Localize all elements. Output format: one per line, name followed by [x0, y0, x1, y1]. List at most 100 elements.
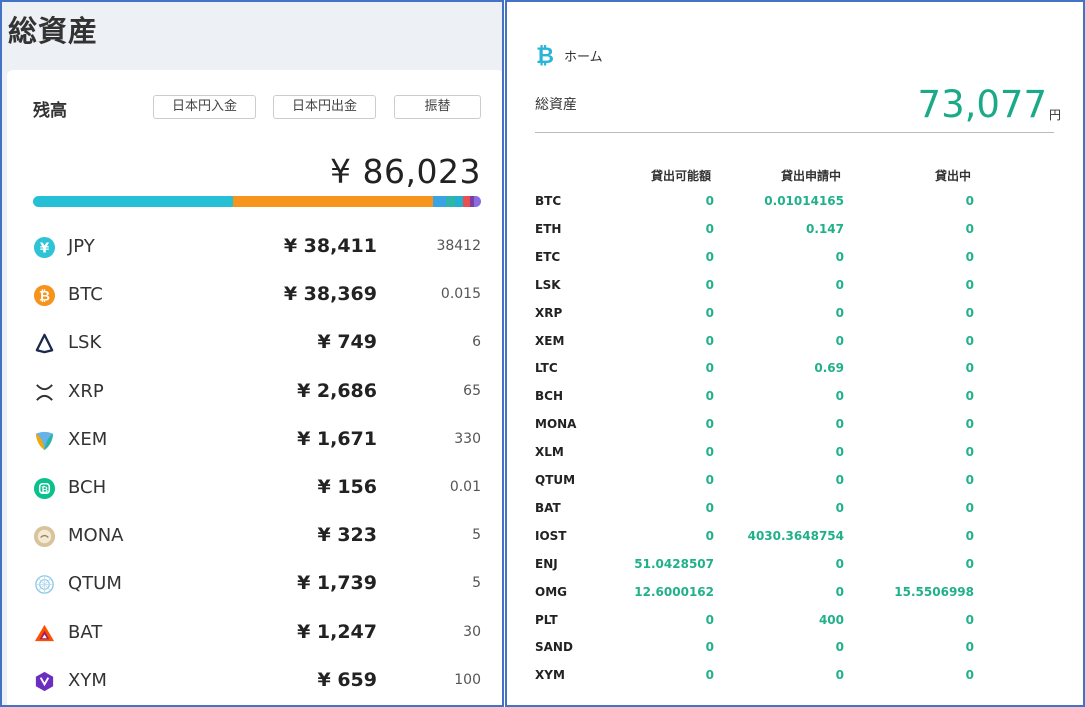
- row-available: 0: [705, 389, 714, 404]
- lisk-icon: [33, 332, 56, 355]
- allocation-segment: [233, 196, 433, 207]
- asset-row-xem[interactable]: XEM ¥ 1,671 330: [33, 426, 481, 456]
- allocation-segment: [33, 196, 234, 207]
- row-symbol: QTUM: [535, 473, 576, 487]
- row-symbol: XLM: [535, 445, 564, 460]
- row-lending: 0: [965, 361, 974, 376]
- asset-jpy-value: ¥ 749: [317, 331, 378, 354]
- allocation-segment: [432, 196, 446, 207]
- asset-row-bat[interactable]: BAT ¥ 1,247 30: [33, 619, 481, 649]
- row-lending: 0: [965, 556, 974, 571]
- bitcoin-icon: ₿: [33, 284, 56, 307]
- table-row: XYM 0 0 0: [535, 668, 975, 688]
- total-balance: ¥ 86,023: [330, 152, 481, 191]
- row-requested: 0: [835, 445, 844, 460]
- row-available: 0: [705, 500, 714, 515]
- asset-amount: 5: [472, 527, 481, 544]
- row-lending: 0: [965, 640, 974, 655]
- table-row: XEM 0 0 0: [535, 334, 975, 354]
- asset-symbol: XRP: [68, 380, 104, 402]
- row-lending: 0: [965, 305, 974, 320]
- asset-row-jpy[interactable]: ¥ JPY ¥ 38,411 38412: [33, 233, 481, 263]
- row-requested: 400: [818, 612, 844, 627]
- asset-amount: 330: [454, 430, 481, 447]
- asset-row-mona[interactable]: MONA ¥ 323 5: [33, 522, 481, 552]
- row-lending: 0: [965, 221, 974, 236]
- row-lending: 0: [965, 333, 974, 348]
- row-symbol: OMG: [535, 584, 567, 599]
- bitcoin-cash-icon: ₿: [33, 477, 56, 500]
- row-symbol: BAT: [535, 500, 561, 515]
- asset-row-xrp[interactable]: XRP ¥ 2,686 65: [33, 378, 481, 408]
- table-row: XRP 0 0 0: [535, 306, 975, 326]
- row-available: 0: [705, 473, 714, 487]
- lending-panel: ₿ ホーム 総資産 73,077 円 貸出可能額 貸出申請中 貸出中 BTC 0 0…: [505, 0, 1085, 707]
- transfer-button[interactable]: 振替: [394, 95, 481, 119]
- row-lending: 0: [965, 389, 974, 404]
- asset-row-xym[interactable]: XYM ¥ 659 100: [33, 667, 481, 697]
- row-lending: 0: [965, 473, 974, 487]
- row-symbol: ETH: [535, 221, 562, 236]
- table-row: ENJ 51.0428507 0 0: [535, 557, 975, 577]
- row-available: 0: [705, 640, 714, 655]
- asset-amount: 65: [463, 382, 481, 399]
- row-available: 0: [705, 417, 714, 432]
- allocation-segment: [469, 196, 474, 207]
- asset-row-lsk[interactable]: LSK ¥ 749 6: [33, 329, 481, 359]
- row-available: 0: [705, 194, 714, 208]
- allocation-segment: [454, 196, 463, 207]
- asset-symbol: LSK: [68, 332, 102, 354]
- asset-row-btc[interactable]: ₿ BTC ¥ 38,369 0.015: [33, 281, 481, 311]
- asset-symbol: MONA: [68, 525, 124, 547]
- asset-symbol: JPY: [68, 236, 95, 257]
- column-header-available: 貸出可能額: [650, 169, 711, 183]
- asset-row-qtum[interactable]: QTUM ¥ 1,739 5: [33, 570, 481, 600]
- qtum-icon: [33, 573, 56, 596]
- row-available: 12.6000162: [634, 584, 714, 599]
- table-row: ETH 0 0.147 0: [535, 222, 975, 242]
- row-requested: 0: [835, 277, 844, 292]
- table-row: BAT 0 0 0: [535, 501, 975, 521]
- asset-amount: 0.015: [440, 286, 481, 303]
- jpy-withdraw-button[interactable]: 日本円出金: [273, 95, 376, 119]
- row-lending: 0: [965, 612, 974, 627]
- asset-symbol: BTC: [68, 284, 103, 306]
- row-available: 0: [705, 305, 714, 320]
- asset-row-bch[interactable]: ₿ BCH ¥ 156 0.01: [33, 474, 481, 504]
- row-lending: 0: [965, 417, 974, 432]
- row-symbol: XEM: [535, 333, 565, 348]
- asset-jpy-value: ¥ 659: [317, 668, 378, 691]
- table-row: LTC 0 0.69 0: [535, 361, 975, 381]
- row-lending: 0: [965, 668, 974, 683]
- allocation-bar: [33, 196, 481, 207]
- asset-jpy-value: ¥ 1,739: [297, 572, 377, 595]
- row-available: 0: [705, 528, 714, 543]
- row-symbol: LSK: [535, 277, 561, 292]
- row-requested: 0: [835, 333, 844, 348]
- svg-text:₿: ₿: [39, 289, 50, 304]
- asset-jpy-value: ¥ 1,247: [297, 620, 377, 643]
- home-link[interactable]: ホーム: [564, 50, 603, 65]
- bitcoin-icon: ₿: [536, 44, 554, 68]
- table-row: OMG 12.6000162 0 15.5506998: [535, 585, 975, 605]
- asset-jpy-value: ¥ 323: [317, 524, 378, 547]
- jpy-deposit-button[interactable]: 日本円入金: [153, 95, 256, 119]
- asset-amount: 38412: [436, 238, 481, 254]
- row-requested: 0: [835, 389, 844, 404]
- table-row: QTUM 0 0 0: [535, 473, 975, 493]
- balance-card: 残高 日本円入金 日本円出金 振替 ¥ 86,023 ¥ JPY ¥ 38,411 3…: [7, 70, 502, 705]
- row-lending: 15.5506998: [894, 584, 974, 599]
- asset-jpy-value: ¥ 2,686: [297, 379, 377, 402]
- row-symbol: SAND: [535, 640, 573, 655]
- table-row: IOST 0 4030.3648754 0: [535, 529, 975, 549]
- row-symbol: XRP: [535, 305, 563, 320]
- row-lending: 0: [965, 500, 974, 515]
- table-row: PLT 0 400 0: [535, 613, 975, 633]
- asset-jpy-value: ¥ 38,369: [283, 283, 377, 306]
- row-available: 0: [705, 668, 714, 683]
- column-header-requested: 貸出申請中: [780, 169, 841, 183]
- row-requested: 0: [835, 473, 844, 487]
- yen-icon: ¥: [33, 236, 56, 259]
- row-lending: 0: [965, 528, 974, 543]
- row-available: 0: [705, 249, 714, 264]
